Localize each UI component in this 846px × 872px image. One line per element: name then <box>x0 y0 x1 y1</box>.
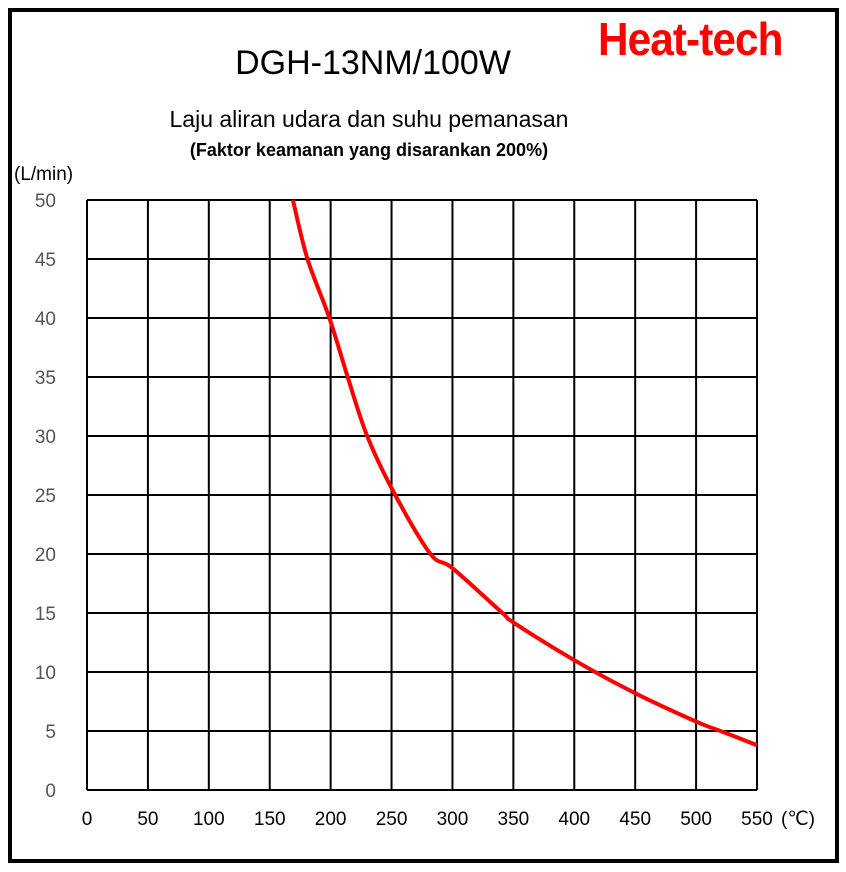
y-tick-label: 50 <box>35 191 56 212</box>
x-tick-label: 150 <box>254 809 286 830</box>
y-tick-label: 20 <box>35 545 56 566</box>
chart-subtitle: Laju aliran udara dan suhu pemanasan <box>169 106 569 132</box>
y-tick-label: 40 <box>35 309 56 330</box>
y-tick-label: 0 <box>45 781 56 802</box>
x-tick-label: 450 <box>619 809 651 830</box>
x-tick-label: 200 <box>315 809 347 830</box>
y-tick-label: 45 <box>35 250 56 271</box>
y-axis-unit: (L/min) <box>14 164 74 185</box>
brand-logo: Heat-tech <box>598 13 783 65</box>
x-tick-label: 350 <box>498 809 530 830</box>
x-tick-label: 300 <box>437 809 469 830</box>
x-tick-label: 250 <box>376 809 408 830</box>
series-line-airflow <box>290 199 758 748</box>
x-tick-label: 0 <box>82 809 93 830</box>
chart-subtitle-note: (Faktor keamanan yang disarankan 200%) <box>189 140 549 160</box>
y-tick-label: 5 <box>45 722 56 743</box>
x-tick-label: 500 <box>680 809 712 830</box>
x-tick-label: 400 <box>558 809 590 830</box>
series-layer <box>290 199 758 748</box>
x-tick-label: 100 <box>193 809 225 830</box>
x-tick-label: 50 <box>137 809 158 830</box>
y-tick-label: 10 <box>35 663 56 684</box>
y-tick-label: 35 <box>35 368 56 389</box>
y-tick-labels: 0 5 10 15 20 25 30 35 40 45 50 <box>35 191 56 802</box>
y-tick-label: 30 <box>35 427 56 448</box>
x-axis-unit: (℃) <box>781 809 815 830</box>
x-tick-label: 550 <box>741 809 773 830</box>
grid-lines <box>86 199 758 791</box>
y-tick-label: 25 <box>35 486 56 507</box>
chart-title: DGH-13NM/100W <box>235 44 511 82</box>
y-tick-label: 15 <box>35 604 56 625</box>
x-tick-labels: 0 50 100 150 200 250 300 350 400 450 500 550 <box>82 809 773 830</box>
